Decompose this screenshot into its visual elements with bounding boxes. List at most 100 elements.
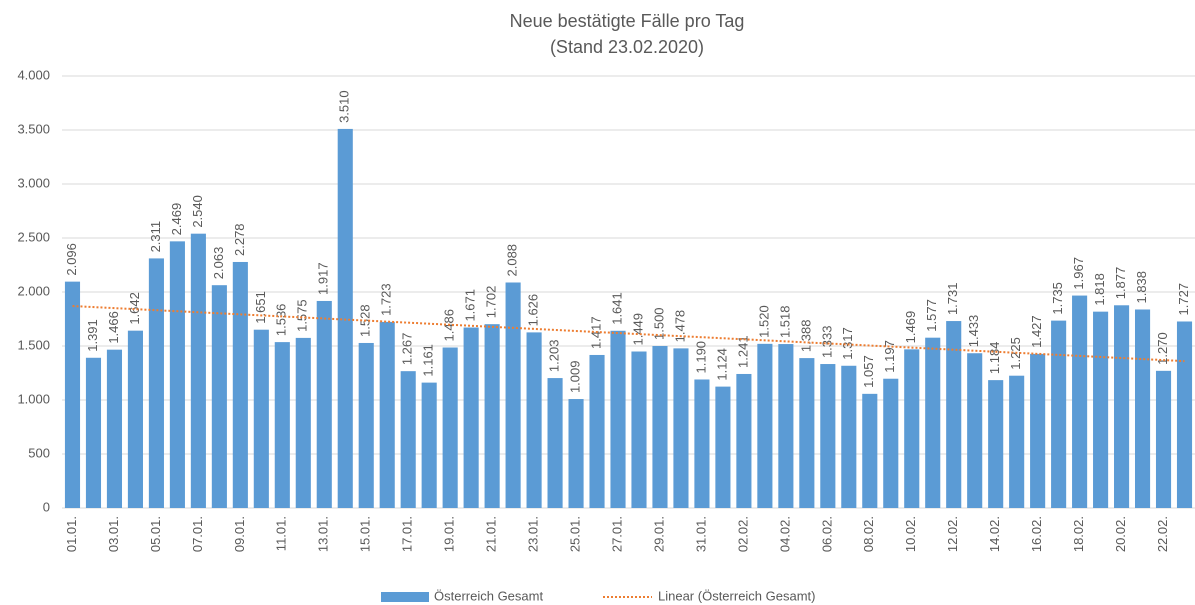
data-label: 1.466 [106, 311, 121, 344]
data-label: 1.270 [1155, 332, 1170, 365]
data-label: 1.967 [1071, 257, 1086, 290]
bar [946, 321, 962, 508]
y-tick-label: 3.500 [17, 121, 50, 136]
data-label: 1.518 [777, 306, 792, 339]
bar [463, 327, 479, 508]
data-label: 1.727 [1176, 283, 1191, 316]
data-label: 1.427 [1029, 315, 1044, 348]
chart-title: Neue bestätigte Fälle pro Tag [510, 11, 745, 31]
bar [64, 281, 81, 508]
x-tick-label: 21.01. [484, 516, 499, 552]
data-label: 1.577 [924, 299, 939, 332]
y-tick-label: 500 [28, 445, 50, 460]
y-tick-label: 2.000 [17, 283, 50, 298]
x-tick-label: 08.02. [861, 516, 876, 552]
data-label: 2.088 [505, 244, 520, 277]
bar [757, 343, 773, 508]
bar [148, 258, 164, 508]
x-tick-label: 16.02. [1029, 516, 1044, 552]
bar [694, 379, 710, 508]
x-tick-label: 07.01. [190, 516, 205, 552]
data-label: 1.731 [945, 283, 960, 316]
bar [211, 285, 227, 508]
data-label: 1.651 [253, 291, 268, 324]
x-tick-label: 11.01. [274, 516, 289, 551]
bar [127, 330, 143, 508]
data-label: 1.735 [1050, 282, 1065, 315]
y-tick-label: 4.000 [17, 67, 50, 82]
bar [652, 346, 668, 508]
bar [1093, 311, 1109, 508]
data-label: 1.388 [798, 320, 813, 353]
data-label: 1.433 [966, 315, 981, 348]
data-label: 1.478 [672, 310, 687, 343]
x-tick-label: 22.02. [1155, 516, 1170, 552]
data-label: 1.161 [421, 344, 436, 377]
y-tick-label: 1.000 [17, 391, 50, 406]
bar [925, 337, 941, 508]
data-label: 1.184 [987, 342, 1002, 375]
data-label: 1.702 [484, 286, 499, 319]
bar [442, 347, 458, 508]
bar [253, 329, 269, 508]
data-label: 1.391 [85, 319, 100, 352]
bar [1114, 305, 1130, 508]
x-tick-label: 19.01. [442, 516, 457, 552]
bar [505, 282, 521, 508]
data-label: 1.197 [882, 340, 897, 373]
data-label: 1.536 [274, 304, 289, 337]
bar [106, 349, 123, 508]
data-label: 2.278 [232, 223, 247, 256]
x-tick-label: 04.02. [777, 516, 792, 552]
bar [85, 357, 102, 508]
data-label: 1.520 [756, 305, 771, 338]
x-tick-label: 06.02. [819, 516, 834, 552]
data-label: 1.626 [526, 294, 541, 327]
data-label: 1.203 [547, 340, 562, 373]
x-tick-label: 15.01. [358, 516, 373, 552]
data-label: 2.540 [190, 195, 205, 228]
trend-line [72, 305, 1185, 363]
bar [883, 378, 899, 508]
legend-label: Linear (Österreich Gesamt) [658, 588, 816, 603]
bar [904, 349, 920, 508]
data-label: 2.063 [211, 247, 226, 280]
data-label: 1.241 [735, 335, 750, 368]
data-label: 1.877 [1113, 267, 1128, 300]
data-label: 1.818 [1092, 273, 1107, 306]
bar [169, 241, 185, 508]
x-tick-label: 03.01. [106, 516, 121, 552]
bar [274, 342, 290, 508]
bar [1009, 375, 1025, 508]
data-label: 3.510 [337, 90, 352, 123]
bar [589, 354, 605, 508]
bar [1030, 353, 1046, 508]
x-tick-label: 27.01. [609, 516, 624, 552]
bar [1134, 309, 1151, 508]
x-tick-label: 18.02. [1071, 516, 1086, 552]
bar [190, 233, 206, 508]
bar [379, 321, 395, 508]
bar [1051, 320, 1067, 508]
data-label: 1.838 [1134, 271, 1149, 304]
bar [967, 353, 983, 508]
data-label: 1.917 [316, 262, 331, 295]
data-label: 1.449 [630, 313, 645, 346]
x-tick-label: 02.02. [735, 516, 750, 552]
data-label: 1.333 [819, 325, 834, 358]
x-tick-label: 20.02. [1113, 516, 1128, 552]
data-label: 1.124 [714, 348, 729, 381]
data-label: 1.009 [567, 360, 582, 393]
bar [526, 332, 542, 508]
data-label: 1.500 [651, 307, 666, 340]
bar [610, 330, 626, 508]
bar [736, 373, 752, 508]
data-label: 1.190 [693, 341, 708, 374]
x-tick-label: 31.01. [693, 516, 708, 552]
bar [421, 382, 437, 508]
bar [631, 351, 647, 508]
bar [568, 399, 584, 508]
y-tick-label: 3.000 [17, 175, 50, 190]
bar [841, 365, 857, 508]
